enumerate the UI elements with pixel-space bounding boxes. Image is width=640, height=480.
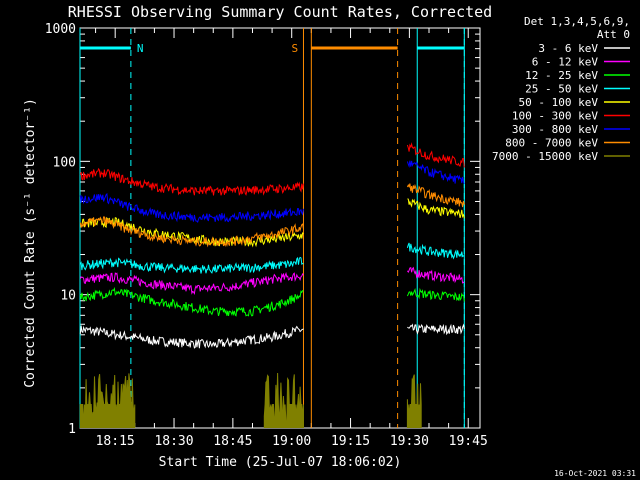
legend-label: 300 - 800 keV bbox=[512, 123, 598, 136]
series-line-5 bbox=[406, 142, 465, 168]
flag-label: N bbox=[137, 42, 144, 55]
series-line-0 bbox=[407, 323, 465, 336]
x-tick-label: 19:30 bbox=[390, 434, 429, 449]
series-line-6 bbox=[79, 192, 304, 223]
legend-label: 12 - 25 keV bbox=[525, 69, 598, 82]
legend-label: 3 - 6 keV bbox=[538, 42, 598, 55]
series-line-8 bbox=[406, 374, 422, 428]
series-line-7 bbox=[406, 183, 465, 208]
series-line-0 bbox=[79, 325, 304, 349]
series-line-1 bbox=[407, 266, 465, 284]
series-line-6 bbox=[406, 160, 465, 185]
series-line-4 bbox=[407, 198, 465, 219]
series-line-2 bbox=[79, 286, 304, 317]
legend-label: 800 - 7000 keV bbox=[505, 137, 598, 150]
legend-label: 25 - 50 keV bbox=[525, 83, 598, 96]
y-tick-label: 100 bbox=[53, 155, 76, 170]
x-tick-label: 19:15 bbox=[331, 434, 370, 449]
footer-timestamp: 16-Oct-2021 03:31 bbox=[554, 469, 636, 478]
series-line-8 bbox=[263, 372, 304, 428]
series-line-8 bbox=[79, 373, 136, 428]
y-tick-label: 1000 bbox=[45, 22, 76, 37]
series-line-7 bbox=[79, 216, 304, 248]
x-axis-label: Start Time (25-Jul-07 18:06:02) bbox=[159, 455, 402, 470]
plot-area: 1 10 100 1000 18:15 18:30 18:45 19:00 19:15 19:30… bbox=[45, 22, 488, 449]
legend-header-line-2: Att 0 bbox=[597, 28, 630, 41]
x-tick-label: 18:15 bbox=[96, 434, 135, 449]
legend-header-line-1: Det 1,3,4,5,6,9, bbox=[524, 15, 630, 28]
flag-label: S bbox=[291, 42, 298, 55]
x-tick-label: 19:45 bbox=[449, 434, 488, 449]
series-line-3 bbox=[406, 242, 465, 260]
x-tick-label: 18:30 bbox=[154, 434, 193, 449]
series-line-2 bbox=[406, 287, 465, 302]
x-tick-label: 19:00 bbox=[272, 434, 311, 449]
series-line-5 bbox=[79, 167, 304, 196]
series-line-3 bbox=[79, 256, 304, 274]
legend-label: 50 - 100 keV bbox=[519, 96, 599, 109]
series-line-1 bbox=[79, 271, 304, 295]
legend-label: 100 - 300 keV bbox=[512, 110, 598, 123]
y-axis-label: Corrected Count Rate (s⁻¹ detector⁻¹) bbox=[23, 98, 38, 388]
y-tick-label: 1 bbox=[68, 422, 76, 437]
y-tick-label: 10 bbox=[60, 289, 76, 304]
chart-title: RHESSI Observing Summary Count Rates, Co… bbox=[68, 3, 492, 21]
legend-label: 6 - 12 keV bbox=[532, 56, 599, 69]
plot-frame bbox=[79, 27, 481, 429]
x-tick-label: 18:45 bbox=[213, 434, 252, 449]
legend-label: 7000 - 15000 keV bbox=[492, 150, 598, 163]
